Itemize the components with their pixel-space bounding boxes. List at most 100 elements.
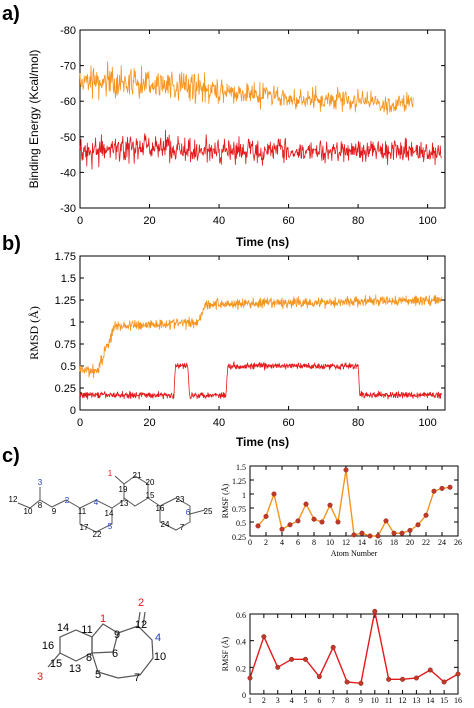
x-tick-label: 4	[280, 538, 284, 547]
rmsf-point	[386, 676, 392, 682]
panel-label-a: a)	[2, 3, 20, 25]
x-tick-label: 60	[282, 215, 294, 227]
plot-frame	[249, 613, 459, 695]
rmsf-line	[257, 469, 451, 537]
x-tick-label: 11	[385, 696, 393, 705]
atom-label: 9	[52, 507, 57, 516]
atom-label: 8	[86, 652, 92, 664]
x-tick-label: 40	[213, 417, 225, 429]
series-line-orange	[79, 294, 442, 379]
y-tick-label: -50	[60, 132, 76, 144]
x-tick-label: 12	[399, 696, 407, 705]
rmsf-point	[455, 671, 461, 677]
x-tick-label: 2	[264, 538, 268, 547]
atom-label: 14	[57, 622, 69, 634]
binding-energy-chart: 0 20 40 60 80 100 -80 -70 -60 -50 -40 -30 Time (ns) B…	[27, 25, 446, 249]
atom-label: 24	[161, 520, 170, 529]
y-tick-label: 1	[70, 317, 76, 329]
rmsf-point	[295, 518, 301, 524]
x-tick-label: 24	[438, 538, 446, 547]
rmsf-point	[263, 513, 269, 519]
atom-label: 14	[105, 509, 114, 518]
x-tick-label: 16	[374, 538, 382, 547]
rmsf-point	[407, 527, 413, 533]
mol1-methyl-bond	[114, 475, 125, 485]
y-axis-title: RMSD (Å)	[27, 306, 41, 360]
atom-label: 8	[38, 501, 43, 510]
x-tick-label: 80	[352, 417, 364, 429]
series-line-orange	[79, 61, 414, 116]
x-tick-label: 16	[454, 696, 462, 705]
y-tick-label: 0.2	[236, 664, 246, 673]
atom-label: 12	[9, 495, 18, 504]
x-axis-title: Atom Number	[331, 549, 378, 558]
rmsf-point	[447, 484, 453, 490]
x-tick-label: 0	[77, 417, 83, 429]
y-tick-label: 0.25	[232, 533, 246, 542]
rmsf-chart-1: 0 2 4 6 8 10 12 14 16 18 20 22 24 260.250.50.7511.251…	[221, 463, 462, 558]
atom-label: 15	[50, 658, 62, 670]
x-tick-label: 0	[77, 215, 83, 227]
x-tick-label: 0	[248, 538, 252, 547]
rmsf-point	[319, 519, 325, 525]
rmsf-point	[330, 644, 336, 650]
x-tick-label: 22	[422, 538, 430, 547]
y-tick-label: -40	[60, 167, 76, 179]
x-tick-label: 1	[248, 696, 252, 705]
rmsf-point	[399, 530, 405, 536]
molecule-structure-1	[17, 475, 206, 533]
y-tick-label: -80	[60, 25, 76, 37]
rmsf-point	[343, 467, 349, 473]
x-tick-label: 40	[213, 215, 225, 227]
panel-label-b: b)	[2, 233, 21, 255]
atom-label: 11	[78, 507, 87, 516]
atom-label: 9	[114, 629, 120, 641]
x-tick-label: 20	[143, 417, 155, 429]
atom-label: 20	[146, 478, 155, 487]
atom-label: 4	[94, 498, 99, 507]
y-axis-title: Binding Energy (Kcal/mol)	[27, 50, 41, 189]
mol2-five-ring	[91, 623, 119, 654]
rmsf-line	[249, 611, 459, 685]
atom-label: 4	[155, 632, 161, 644]
x-tick-label: 26	[454, 538, 462, 547]
rmsf-point	[255, 523, 261, 529]
x-tick-label: 9	[359, 696, 363, 705]
atom-label: 13	[69, 663, 81, 675]
mol1-chain-bond	[17, 499, 81, 509]
panel-label-c: c)	[2, 445, 20, 467]
rmsf-point	[415, 522, 421, 528]
y-tick-label: -30	[60, 203, 76, 215]
atom-label: 7	[180, 523, 185, 532]
y-tick-label: 0.4	[236, 638, 246, 647]
x-tick-label: 14	[358, 538, 366, 547]
rmsf-point	[344, 679, 350, 685]
y-tick-label: 1.5	[236, 463, 246, 472]
atom-label: 23	[176, 495, 185, 504]
atom-label: 5	[95, 669, 101, 681]
atom-label: 7	[134, 672, 140, 684]
x-tick-label: 100	[418, 215, 436, 227]
x-tick-label: 5	[303, 696, 307, 705]
rmsf-point	[247, 675, 253, 681]
x-tick-label: 15	[440, 696, 448, 705]
atom-label: 16	[156, 504, 165, 513]
atom-label: 2	[138, 597, 144, 609]
mol2-carbonyl-bond-2	[142, 611, 146, 627]
x-tick-label: 6	[317, 696, 321, 705]
rmsf-point	[279, 526, 285, 532]
plot-frame	[79, 29, 446, 209]
y-tick-label: 1.25	[55, 295, 76, 307]
y-tick-label: 1.25	[232, 477, 246, 486]
y-tick-label: 1.5	[61, 273, 76, 285]
rmsf-point	[441, 679, 447, 685]
mol1-ring-1	[79, 499, 113, 533]
mol2-carbonyl-bond	[137, 611, 141, 627]
series-line-red	[79, 129, 442, 170]
mol2-methyl-bond	[47, 652, 61, 668]
rmsf-point	[423, 512, 429, 518]
x-tick-label: 2	[262, 696, 266, 705]
x-tick-label: 60	[282, 417, 294, 429]
atom-label: 6	[112, 648, 118, 660]
molecule-structure-2	[47, 611, 154, 679]
